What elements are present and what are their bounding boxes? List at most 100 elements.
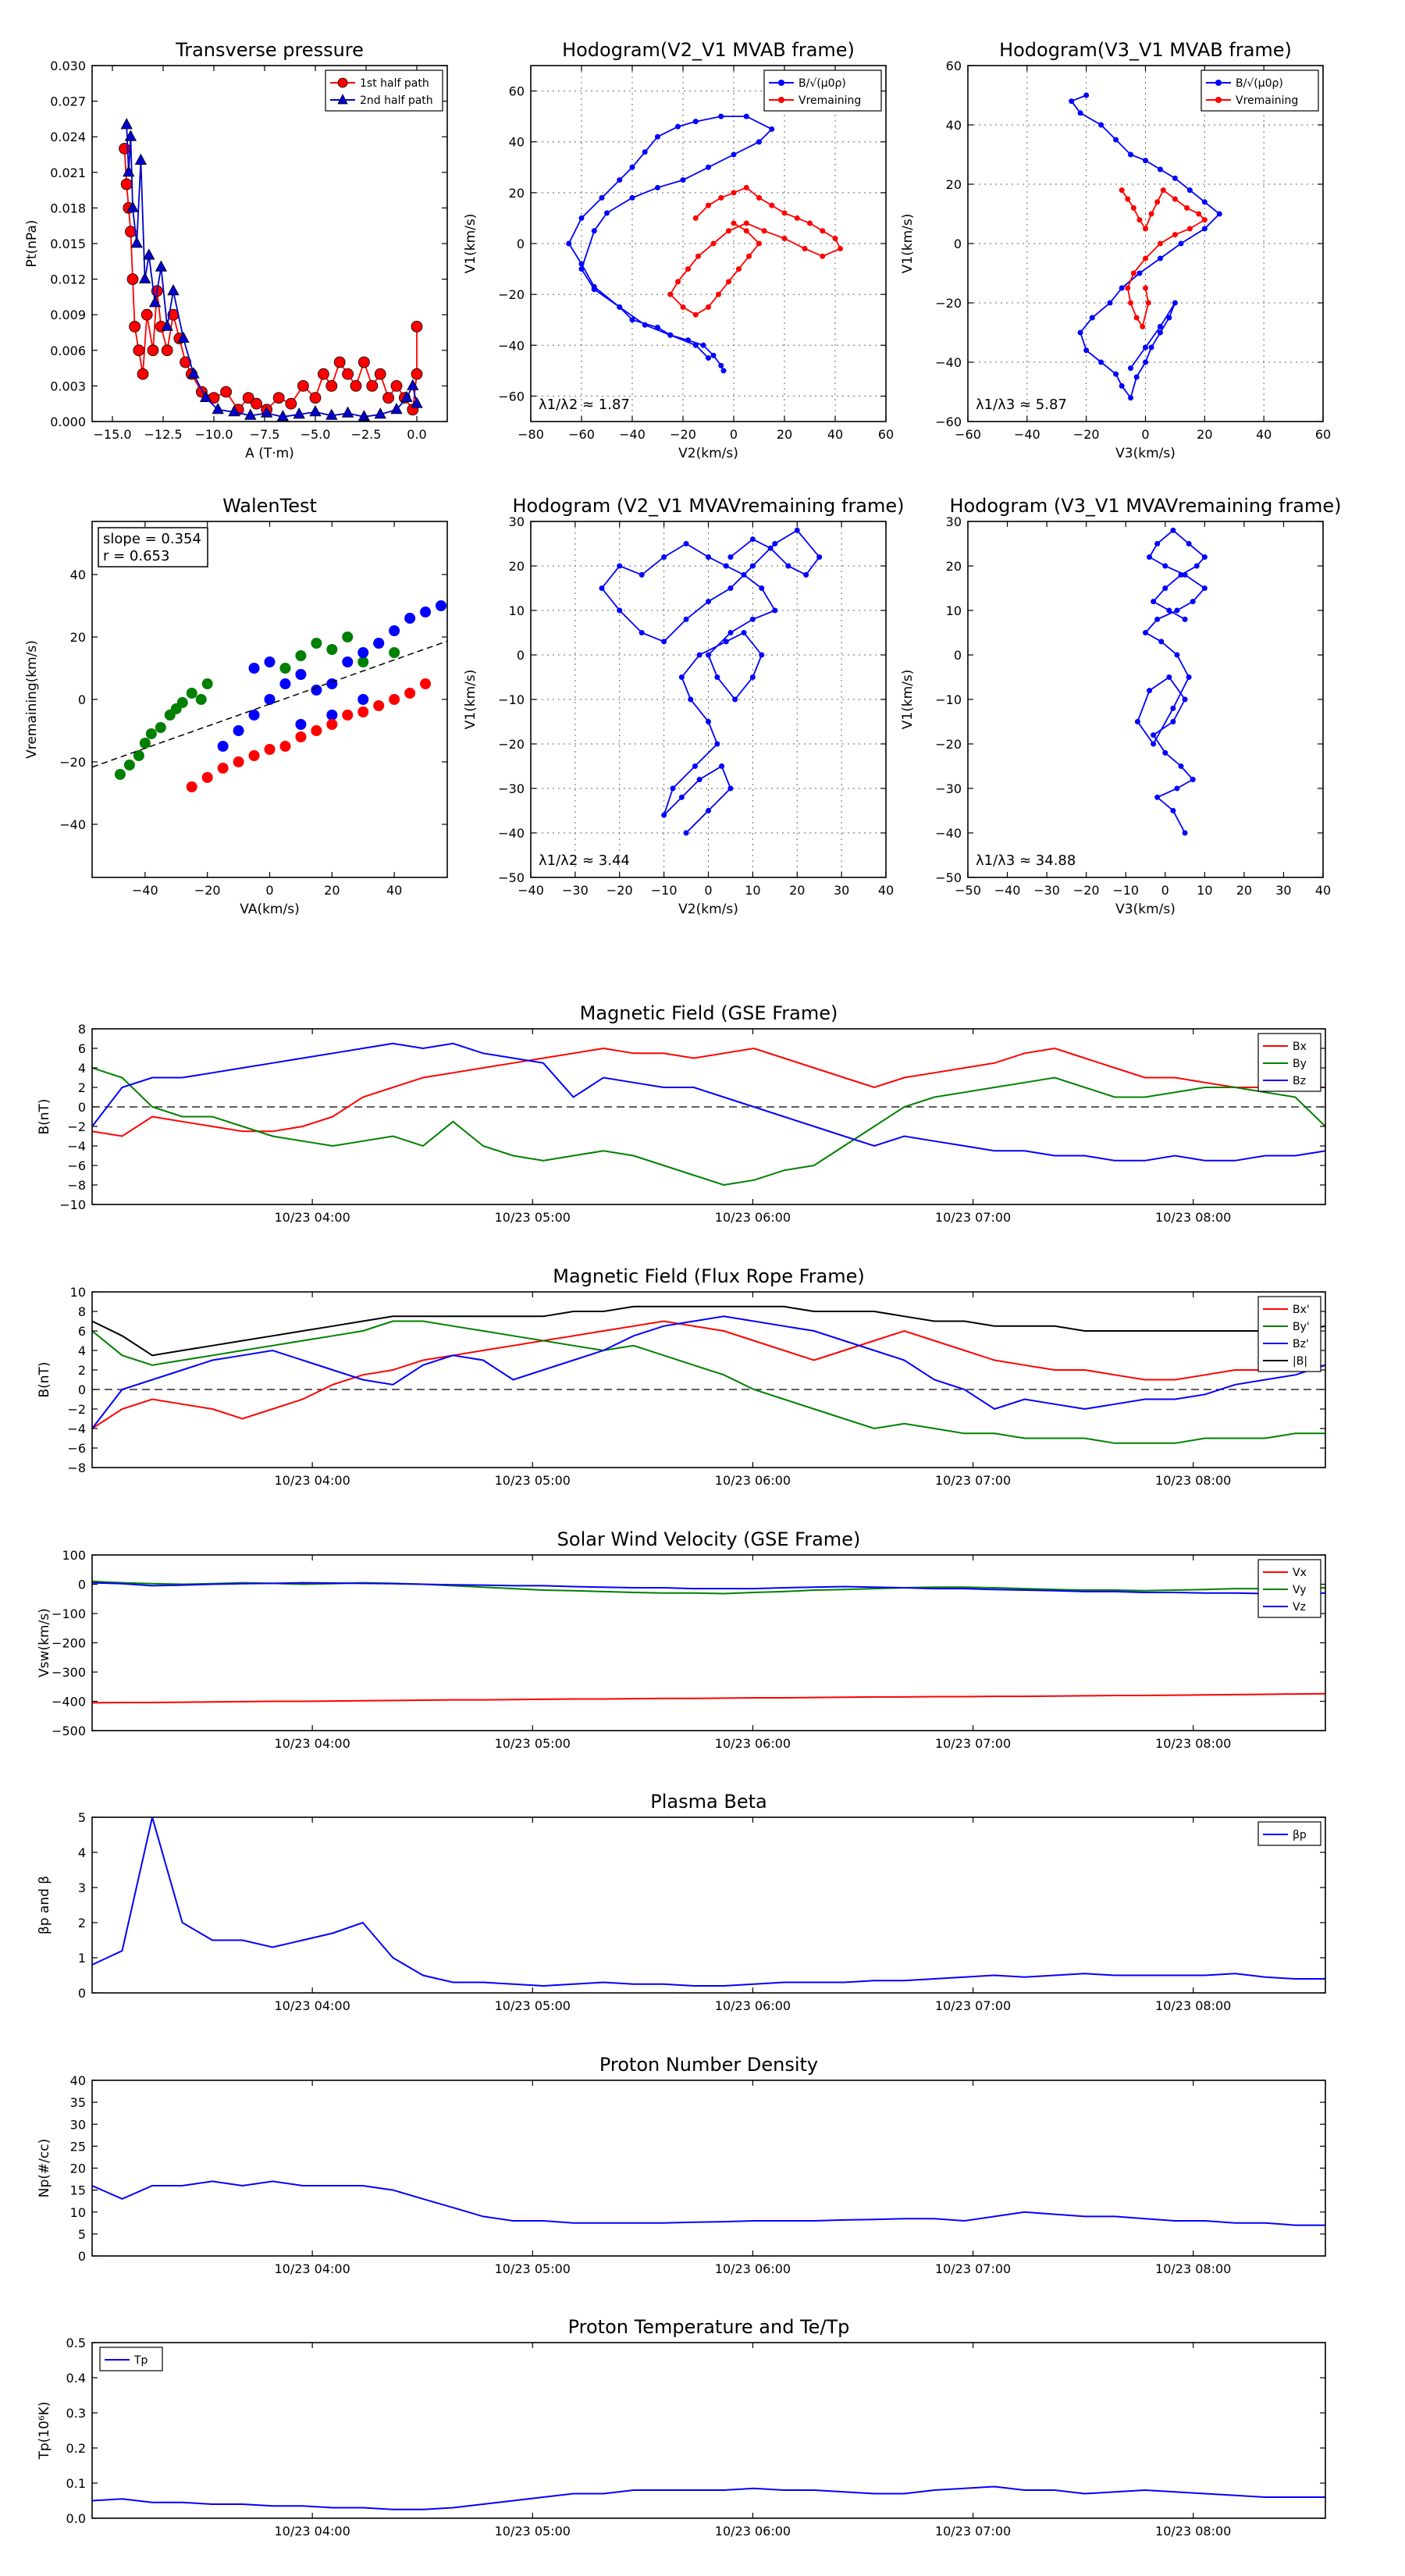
- chart0-xtick-label-5: −2.5: [351, 427, 382, 442]
- chart3-series-1-point-2: [248, 710, 260, 720]
- chart0-series-0-point-1: [120, 178, 133, 190]
- chart0-series-0-point-12: [161, 344, 173, 357]
- chart1-series-1-point-14: [802, 246, 808, 252]
- chart5-series-0-point-7: [1151, 732, 1157, 738]
- chart1-series-1-point-12: [838, 246, 843, 252]
- chart1-series-0-point-19: [756, 139, 762, 145]
- chart1-series-1-point-19: [710, 240, 717, 247]
- chart4-title: Hodogram (V2_V1 MVAVremaining frame): [512, 495, 904, 517]
- chart7-legend-label-3: |B|: [1293, 1355, 1307, 1368]
- chart2-series-0-point-18: [1089, 315, 1095, 321]
- chart1-series-1-point-6: [769, 202, 775, 208]
- chart11-ytick-label-5: 0.5: [66, 2336, 86, 2350]
- chart2-series-0-point-17: [1107, 300, 1113, 306]
- chart7-xtick-label-4: 10/23 08:00: [1155, 1473, 1231, 1488]
- chart5-series-0-point-18: [1143, 630, 1148, 635]
- chart0-series-0-point-29: [325, 379, 338, 392]
- chart10-xtick-label-2: 10/23 06:00: [715, 2261, 791, 2276]
- chart2-series-0-point-26: [1143, 359, 1148, 365]
- chart1-xtick-label-0: −80: [518, 427, 544, 442]
- chart0-ytick-label-1: 0.003: [50, 379, 86, 393]
- chart11-xtick-label-1: 10/23 05:00: [495, 2524, 571, 2539]
- chart7-ytick-label-9: 10: [70, 1285, 86, 1300]
- chart5-xtick-label-2: −30: [1033, 883, 1060, 898]
- chart3-series-2-point-5: [264, 744, 276, 755]
- chart0-series-0-point-7: [137, 368, 149, 380]
- chart2-series-0-point-32: [1143, 344, 1148, 350]
- chart2-series-0-point-30: [1172, 300, 1178, 306]
- chart2-ylabel: V1(km/s): [900, 214, 916, 274]
- chart2-legend-label-0: B/√(μ0ρ): [1236, 77, 1283, 90]
- chart10-ytick-label-8: 40: [70, 2073, 86, 2088]
- chart2-series-1-point-0: [1119, 187, 1125, 194]
- chart2-series-1-point-6: [1154, 199, 1161, 205]
- chart2-annotation: λ1/λ3 ≈ 5.87: [976, 397, 1067, 413]
- chart2-series-0-point-24: [1128, 395, 1134, 401]
- chart5-xtick-label-4: −10: [1112, 883, 1139, 898]
- chart0-xtick-label-1: −12.5: [144, 427, 182, 442]
- chart10-xtick-label-0: 10/23 04:00: [274, 2261, 350, 2276]
- chart1-series-1-point-29: [736, 266, 742, 272]
- chart4-series-0-point-10: [706, 719, 711, 724]
- chart7-series-2-line: [92, 1315, 1325, 1429]
- chart2-legend-label-1: Vremaining: [1236, 94, 1298, 107]
- chart8-legend-label-0: Vx: [1293, 1567, 1307, 1579]
- chart3-xtick-label-1: −20: [194, 883, 221, 898]
- chart1-series-1-point-5: [756, 194, 762, 201]
- chart0-series-1-point-25: [374, 407, 386, 419]
- chart3-series-2-point-12: [373, 700, 385, 711]
- chart3-series-1-point-14: [436, 600, 447, 611]
- chart10-ytick-label-7: 35: [70, 2095, 86, 2110]
- chart4-ytick-label-5: 0: [517, 648, 525, 663]
- chart2-series-1-point-3: [1136, 217, 1143, 223]
- chart7-ytick-label-2: −4: [67, 1421, 86, 1436]
- chart1-series-1-point-10: [820, 228, 826, 234]
- chart0-series-0-point-32: [350, 379, 362, 392]
- chart3-series-1-point-12: [404, 613, 416, 624]
- chart3-series-1-point-8: [342, 656, 354, 667]
- chart6-ytick-label-7: 4: [78, 1061, 86, 1076]
- chart4-series-0-point-27: [706, 554, 711, 560]
- chart8-xtick-label-2: 10/23 06:00: [715, 1736, 791, 1751]
- chart0-series-1-point-24: [357, 410, 371, 422]
- chart4-series-0-point-33: [617, 607, 623, 614]
- chart5-series-0-point-21: [1190, 599, 1196, 605]
- chart1-ytick-label-6: 60: [509, 84, 525, 99]
- chart1-series-1-point-25: [692, 311, 699, 318]
- chart1-series-0-point-13: [655, 133, 660, 140]
- chart0-series-1-point-29: [411, 397, 423, 408]
- chart2-series-0-point-23: [1119, 382, 1125, 389]
- chart0-series-1-point-4: [130, 237, 143, 248]
- chart4-series-0-point-12: [678, 674, 685, 680]
- chart2-series-0-point-14: [1157, 255, 1163, 262]
- chart5-series-0-point-22: [1201, 585, 1208, 591]
- chart0-series-0-point-22: [251, 397, 263, 410]
- chart1-series-0-point-7: [566, 240, 572, 247]
- chart0-series-1-line: [126, 124, 418, 418]
- chart4-annotation: λ1/λ2 ≈ 3.44: [539, 852, 630, 869]
- chart5-series-0-point-0: [1182, 830, 1188, 836]
- chart1-series-0-point-32: [667, 332, 674, 338]
- chart0-plot-area: [119, 118, 423, 422]
- chart7-xtick-label-1: 10/23 05:00: [495, 1473, 571, 1488]
- chart3-series-1-point-9: [357, 647, 369, 658]
- chart3-ylabel: Vremaining(km/s): [24, 640, 40, 759]
- chart7-legend-label-1: By': [1293, 1321, 1310, 1333]
- chart9-xtick-label-4: 10/23 08:00: [1155, 1998, 1231, 2013]
- chart2-series-0-point-31: [1157, 323, 1163, 329]
- chart0-frame: [91, 65, 448, 422]
- chart0-ytick-label-4: 0.012: [50, 272, 86, 287]
- chart0-series-1-point-7: [143, 248, 155, 260]
- chart5-series-0-point-33: [1151, 599, 1157, 605]
- chart6-title: Magnetic Field (GSE Frame): [580, 1002, 838, 1024]
- chart4-series-0-point-36: [683, 616, 689, 622]
- chart3-fit-line: [92, 640, 447, 768]
- chart5-series-0-point-19: [1154, 616, 1161, 622]
- chart3-series-2-point-1: [201, 772, 213, 783]
- chart2-series-1-point-13: [1172, 232, 1178, 238]
- chart5-series-0-point-2: [1154, 794, 1161, 800]
- chart0-series-1-point-0: [120, 118, 133, 130]
- chart0-series-0-point-4: [126, 273, 139, 286]
- chart11-xtick-label-2: 10/23 06:00: [715, 2524, 791, 2539]
- chart4-series-0-point-25: [741, 571, 747, 578]
